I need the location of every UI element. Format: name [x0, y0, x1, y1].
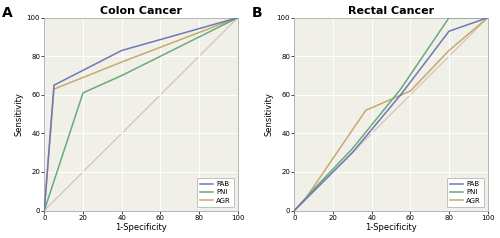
Y-axis label: Sensitivity: Sensitivity	[265, 92, 274, 136]
Text: A: A	[2, 6, 12, 20]
Legend: PAB, PNI, AGR: PAB, PNI, AGR	[446, 178, 484, 207]
X-axis label: 1-Specificity: 1-Specificity	[115, 223, 167, 233]
Title: Rectal Cancer: Rectal Cancer	[348, 5, 434, 15]
Text: B: B	[252, 6, 262, 20]
X-axis label: 1-Specificity: 1-Specificity	[365, 223, 417, 233]
Title: Colon Cancer: Colon Cancer	[100, 5, 182, 15]
Y-axis label: Sensitivity: Sensitivity	[15, 92, 24, 136]
Legend: PAB, PNI, AGR: PAB, PNI, AGR	[196, 178, 234, 207]
